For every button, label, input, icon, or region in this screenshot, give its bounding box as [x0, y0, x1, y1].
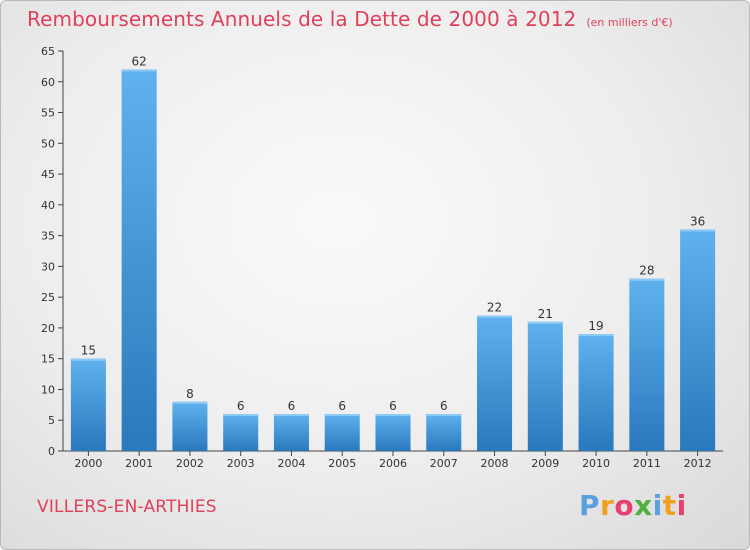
bar-top-highlight — [223, 414, 259, 417]
y-tick-label: 35 — [41, 230, 55, 243]
bar — [477, 315, 513, 451]
logo-letter: r — [600, 489, 615, 522]
bar-top-highlight — [477, 315, 513, 318]
bar-top-highlight — [70, 358, 106, 361]
x-tick-label: 2012 — [684, 457, 712, 470]
data-label: 6 — [389, 399, 397, 413]
y-tick-label: 25 — [41, 291, 55, 304]
logo-letter: t — [662, 489, 677, 522]
bar-top-highlight — [578, 334, 614, 337]
data-label: 6 — [237, 399, 245, 413]
x-tick-label: 2009 — [531, 457, 559, 470]
x-tick-label: 2002 — [176, 457, 204, 470]
y-tick-label: 50 — [41, 137, 55, 150]
data-label: 62 — [132, 54, 147, 68]
y-tick-label: 60 — [41, 76, 55, 89]
logo-letter: i — [676, 489, 687, 522]
data-label: 6 — [440, 399, 448, 413]
bar-top-highlight — [121, 69, 157, 72]
x-tick-label: 2005 — [328, 457, 356, 470]
y-tick-label: 45 — [41, 168, 55, 181]
bar-top-highlight — [172, 401, 208, 404]
y-tick-label: 20 — [41, 322, 55, 335]
chart-title: Remboursements Annuels de la Dette de 20… — [27, 7, 673, 31]
bar — [680, 229, 716, 451]
bar-top-highlight — [273, 414, 309, 417]
logo-letter: P — [579, 489, 601, 522]
logo-letter: x — [634, 489, 653, 522]
x-tick-label: 2004 — [277, 457, 305, 470]
bar — [223, 414, 259, 451]
title-unit: (en milliers d'€) — [586, 16, 673, 29]
y-tick-label: 65 — [41, 45, 55, 58]
data-label: 21 — [538, 307, 553, 321]
y-tick-label: 40 — [41, 199, 55, 212]
data-label: 6 — [288, 399, 296, 413]
bar-top-highlight — [426, 414, 462, 417]
bar — [70, 358, 106, 451]
bar — [527, 321, 563, 451]
bar — [578, 334, 614, 451]
y-tick-label: 15 — [41, 353, 55, 366]
data-label: 19 — [588, 319, 603, 333]
data-label: 36 — [690, 214, 705, 228]
x-tick-label: 2001 — [125, 457, 153, 470]
bar — [121, 69, 157, 451]
x-tick-label: 2006 — [379, 457, 407, 470]
commune-name: VILLERS-EN-ARTHIES — [37, 497, 217, 517]
data-label: 22 — [487, 301, 502, 315]
y-tick-label: 0 — [48, 445, 55, 458]
bar-top-highlight — [527, 321, 563, 324]
bar — [273, 414, 309, 451]
axes: 0 5 10 15 20 25 30 35 40 45 50 55 60 65 2000 2001 2002 20… — [41, 45, 723, 470]
x-tick-label: 2007 — [430, 457, 458, 470]
x-tick-label: 2003 — [227, 457, 255, 470]
x-tick-label: 2010 — [582, 457, 610, 470]
y-tick-label: 55 — [41, 107, 55, 120]
proxiti-logo: Proxiti — [579, 489, 687, 522]
y-tick-label: 5 — [48, 414, 55, 427]
bar — [172, 401, 208, 451]
data-label: 28 — [639, 264, 654, 278]
bar — [375, 414, 411, 451]
bar — [324, 414, 360, 451]
logo-letter: i — [652, 489, 663, 522]
data-label: 15 — [81, 344, 96, 358]
data-label: 6 — [338, 399, 346, 413]
data-label: 8 — [186, 387, 194, 401]
y-tick-label: 10 — [41, 383, 55, 396]
bar — [426, 414, 462, 451]
x-tick-label: 2000 — [74, 457, 102, 470]
labels: 15 62 8 6 6 6 6 6 22 21 19 28 36 — [81, 54, 706, 413]
x-tick-label: 2008 — [481, 457, 509, 470]
title-text: Remboursements Annuels de la Dette de 20… — [27, 7, 577, 31]
bar — [629, 278, 665, 451]
bar-top-highlight — [680, 229, 716, 232]
bar-top-highlight — [324, 414, 360, 417]
x-tick-label: 2011 — [633, 457, 661, 470]
bar-top-highlight — [629, 278, 665, 281]
logo-letter: o — [614, 489, 635, 522]
bars — [70, 69, 716, 451]
y-tick-label: 30 — [41, 260, 55, 273]
bar-top-highlight — [375, 414, 411, 417]
